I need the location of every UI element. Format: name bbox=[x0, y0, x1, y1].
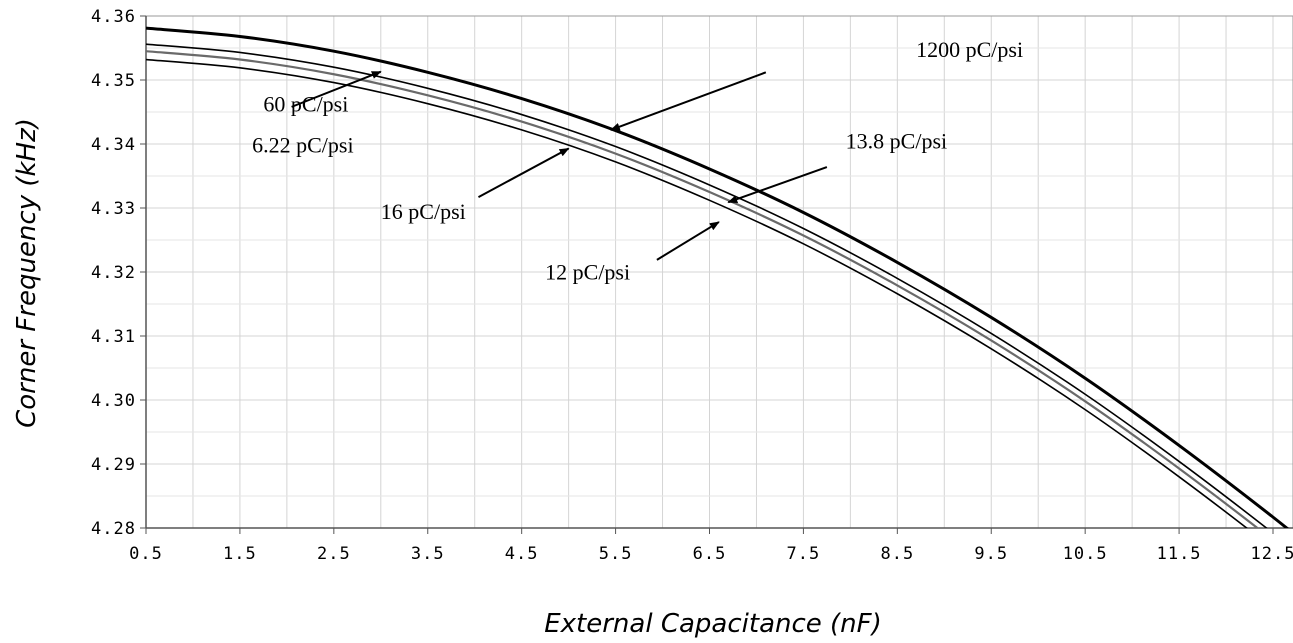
x-tick-label: 12.5 bbox=[1251, 544, 1293, 564]
annotation-arrow-6-22-pc-psi bbox=[291, 70, 382, 108]
x-tick-label: 8.5 bbox=[880, 544, 914, 564]
x-tick-label: 2.5 bbox=[317, 544, 351, 564]
x-tick-label: 6.5 bbox=[693, 544, 727, 564]
annotation-label-16-pc-psi: 16 pC/psi bbox=[381, 199, 466, 224]
annotation-arrow-12-pc-psi bbox=[656, 221, 720, 261]
x-tick-label: 11.5 bbox=[1157, 544, 1202, 564]
annotation-label-1200-pc-psi: 1200 pC/psi bbox=[916, 37, 1023, 62]
series-line-1200-pc-psi bbox=[146, 26, 1290, 528]
annotations: 1200 pC/psi 60 pC/psi 6.22 pC/psi 16 pC/psi… bbox=[252, 37, 1023, 285]
x-tick-label: 1.5 bbox=[223, 544, 257, 564]
y-tick-label: 4.32 bbox=[91, 263, 136, 283]
y-tick-label: 4.29 bbox=[91, 455, 136, 475]
x-tick-label: 9.5 bbox=[974, 544, 1008, 564]
x-tick-label: 3.5 bbox=[411, 544, 445, 564]
annotation-label-13-8-pc-psi: 13.8 pC/psi bbox=[846, 128, 947, 153]
series-line-16-pc-psi bbox=[146, 50, 1260, 528]
annotation-arrow-1200-pc-psi bbox=[609, 71, 767, 131]
x-tick-label: 10.5 bbox=[1063, 544, 1108, 564]
annotation-label-6-22-pc-psi: 6.22 pC/psi bbox=[252, 132, 353, 157]
y-tick-label: 4.28 bbox=[91, 519, 136, 539]
y-tick-label: 4.31 bbox=[91, 327, 136, 347]
annotation-arrow-13-8-pc-psi bbox=[727, 166, 828, 204]
x-tick-label: 5.5 bbox=[599, 544, 633, 564]
y-tick-label: 4.33 bbox=[91, 199, 136, 219]
series-group bbox=[146, 26, 1290, 528]
y-tick-label: 4.34 bbox=[91, 135, 136, 155]
annotation-label-60-pc-psi: 60 pC/psi bbox=[263, 91, 348, 116]
y-tick-label: 4.35 bbox=[91, 71, 136, 91]
annotation-label-12-pc-psi: 12 pC/psi bbox=[545, 260, 630, 285]
series-line-60-pc-psi bbox=[146, 43, 1268, 528]
x-axis-title: External Capacitance (nF) bbox=[544, 609, 882, 639]
grid bbox=[145, 15, 1293, 529]
axes: 0.5 1.5 2.5 3.5 4.5 5.5 6.5 7.5 8.5 9.5 10.5 11.5 12… bbox=[91, 7, 1293, 564]
x-tick-label: 4.5 bbox=[505, 544, 539, 564]
annotation-arrow-16-pc-psi bbox=[477, 147, 570, 199]
y-tick-label: 4.30 bbox=[91, 391, 136, 411]
series-line-6-22-pc-psi bbox=[146, 58, 1248, 528]
y-tick-label: 4.36 bbox=[91, 7, 136, 27]
x-tick-label: 7.5 bbox=[787, 544, 821, 564]
x-tick-label: 0.5 bbox=[129, 544, 163, 564]
y-axis-title: Corner Frequency (kHz) bbox=[12, 118, 42, 428]
